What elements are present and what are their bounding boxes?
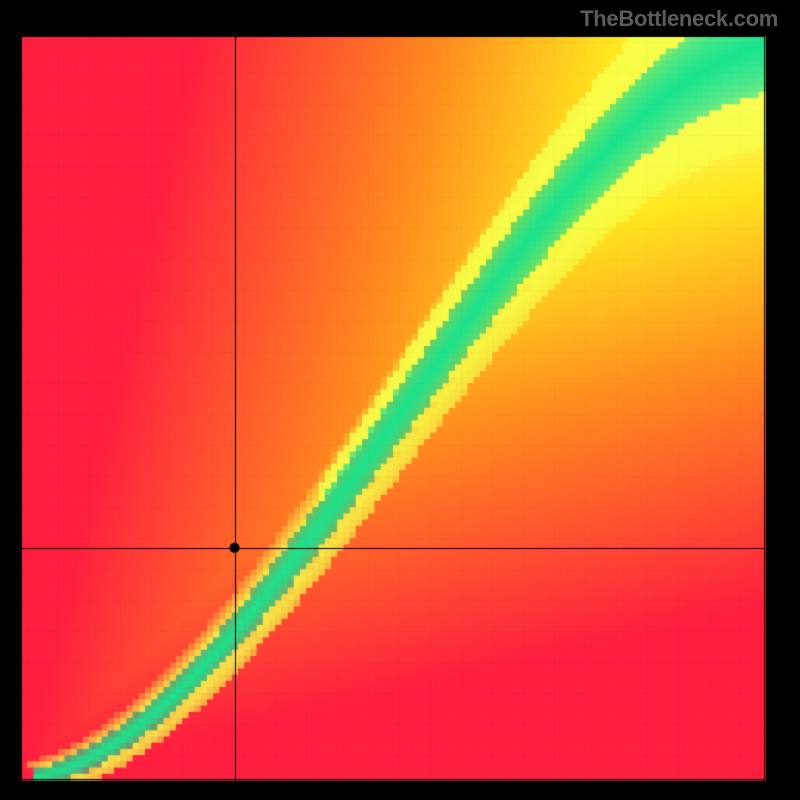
bottleneck-heatmap — [0, 0, 800, 800]
watermark-text: TheBottleneck.com — [580, 6, 778, 32]
